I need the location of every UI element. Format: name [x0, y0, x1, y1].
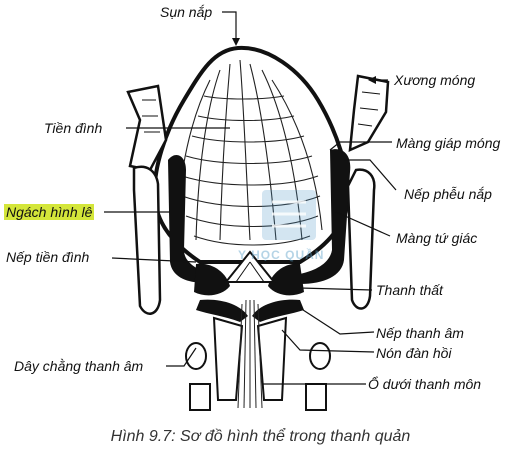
label-vestibule: Tiền đình [44, 120, 103, 136]
label-vocal-ligament: Dây chằng thanh âm [14, 358, 144, 374]
watermark-text: Y HỌC QUẦN [238, 248, 325, 262]
conus-right [256, 316, 288, 401]
label-vestibular-fold: Nếp tiền đình [6, 249, 90, 265]
vocal-fold-right [252, 299, 304, 322]
vestibular-fold-left [194, 263, 230, 296]
label-hyoid: Xương móng [394, 72, 476, 88]
thyroid-left [132, 165, 162, 315]
vocal-fold-left [196, 299, 248, 322]
label-piriform-recess-text: Ngách hình lê [4, 204, 95, 220]
vestibular-fold-right [268, 263, 304, 296]
aryepiglottic-fold-right [300, 149, 351, 284]
trachea-ring-right [305, 383, 327, 411]
aryepiglottic-fold-left [168, 155, 206, 283]
infraglottic-striations [237, 299, 263, 409]
label-ventricle: Thanh thất [376, 282, 443, 298]
label-thyrohyoid-membrane: Màng giáp móng [396, 135, 501, 151]
label-quadrangular-membrane: Màng tứ giác [396, 230, 478, 246]
trachea-ring-left [189, 383, 211, 411]
epiglottis-shape [152, 45, 351, 264]
label-infraglottic-cavity: Ổ dưới thanh môn [368, 376, 482, 392]
leader-lines [104, 11, 397, 385]
label-aryepiglottic-fold: Nếp phễu nắp [404, 186, 492, 202]
label-conus-elasticus: Nón đàn hồi [376, 345, 452, 361]
cricoid-left [185, 342, 207, 370]
label-vocal-fold: Nếp thanh âm [376, 325, 464, 341]
thyroid-right [346, 168, 376, 310]
glottis-cone [223, 250, 277, 283]
cricoid-right [309, 342, 331, 370]
figure-caption: Hình 9.7: Sơ đồ hình thể trong thanh quả… [110, 428, 411, 445]
conus-left [212, 316, 244, 401]
label-epiglottis: Sụn nắp [160, 4, 213, 20]
label-piriform-recess: Ngách hình lê [4, 204, 95, 220]
arrow-heads [232, 38, 376, 84]
hyoid-right [348, 74, 390, 153]
